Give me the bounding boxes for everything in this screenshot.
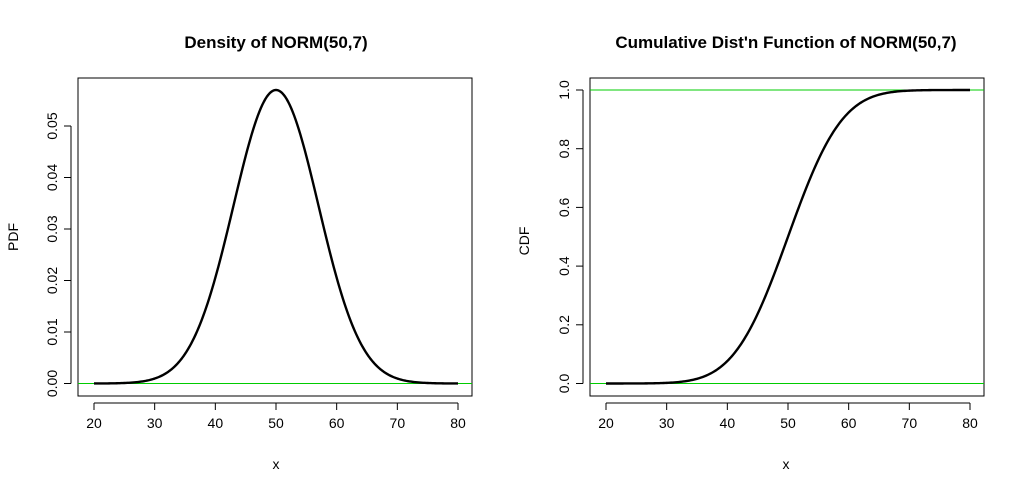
cdf-y-tick-label: 0.6 [556,197,572,217]
pdf-x-tick-label: 40 [208,415,224,431]
cdf-y-axis-label: CDF [516,227,532,256]
cdf-x-tick-label: 80 [962,415,978,431]
pdf-chart-title: Density of NORM(50,7) [184,33,367,52]
cdf-y-tick-label: 0.0 [556,374,572,394]
pdf-x-tick-label: 50 [268,415,284,431]
cdf-y-tick-label: 0.4 [556,256,572,276]
pdf-y-tick-label: 0.05 [44,112,60,139]
cdf-y-tick-label: 1.0 [556,80,572,100]
cdf-x-tick-label: 60 [841,415,857,431]
cdf-x-tick-label: 50 [780,415,796,431]
pdf-curve [93,88,459,385]
cdf-x-tick-label: 70 [902,415,918,431]
pdf-x-tick-label: 20 [86,415,102,431]
cdf-x-tick-label: 40 [720,415,736,431]
cdf-y-tick-label: 0.8 [556,139,572,159]
cdf-plot-frame [589,77,985,397]
pdf-x-tick-label: 80 [450,415,466,431]
pdf-x-axis-label: x [273,456,280,472]
pdf-chart: Density of NORM(50,7) x PDF 20 30 40 50 60 70… [5,33,473,472]
pdf-x-tick-label: 60 [329,415,345,431]
pdf-x-tick-label: 30 [147,415,163,431]
cdf-x-tick-label: 20 [598,415,614,431]
cdf-y-tick-label: 0.2 [556,315,572,335]
cdf-x-tick-label: 30 [659,415,675,431]
pdf-y-axis-label: PDF [5,223,21,251]
pdf-y-tick-label: 0.00 [44,370,60,397]
cdf-x-axis-label: x [783,456,790,472]
pdf-plot-frame [77,77,473,397]
pdf-x-tick-label: 70 [390,415,406,431]
pdf-y-tick-label: 0.04 [44,164,60,191]
pdf-y-tick-label: 0.03 [44,215,60,242]
pdf-y-tick-label: 0.02 [44,267,60,294]
cdf-chart: Cumulative Dist'n Function of NORM(50,7)… [516,33,985,472]
pdf-y-tick-label: 0.01 [44,318,60,345]
cdf-chart-title: Cumulative Dist'n Function of NORM(50,7) [615,33,956,52]
cdf-curve [606,88,970,385]
